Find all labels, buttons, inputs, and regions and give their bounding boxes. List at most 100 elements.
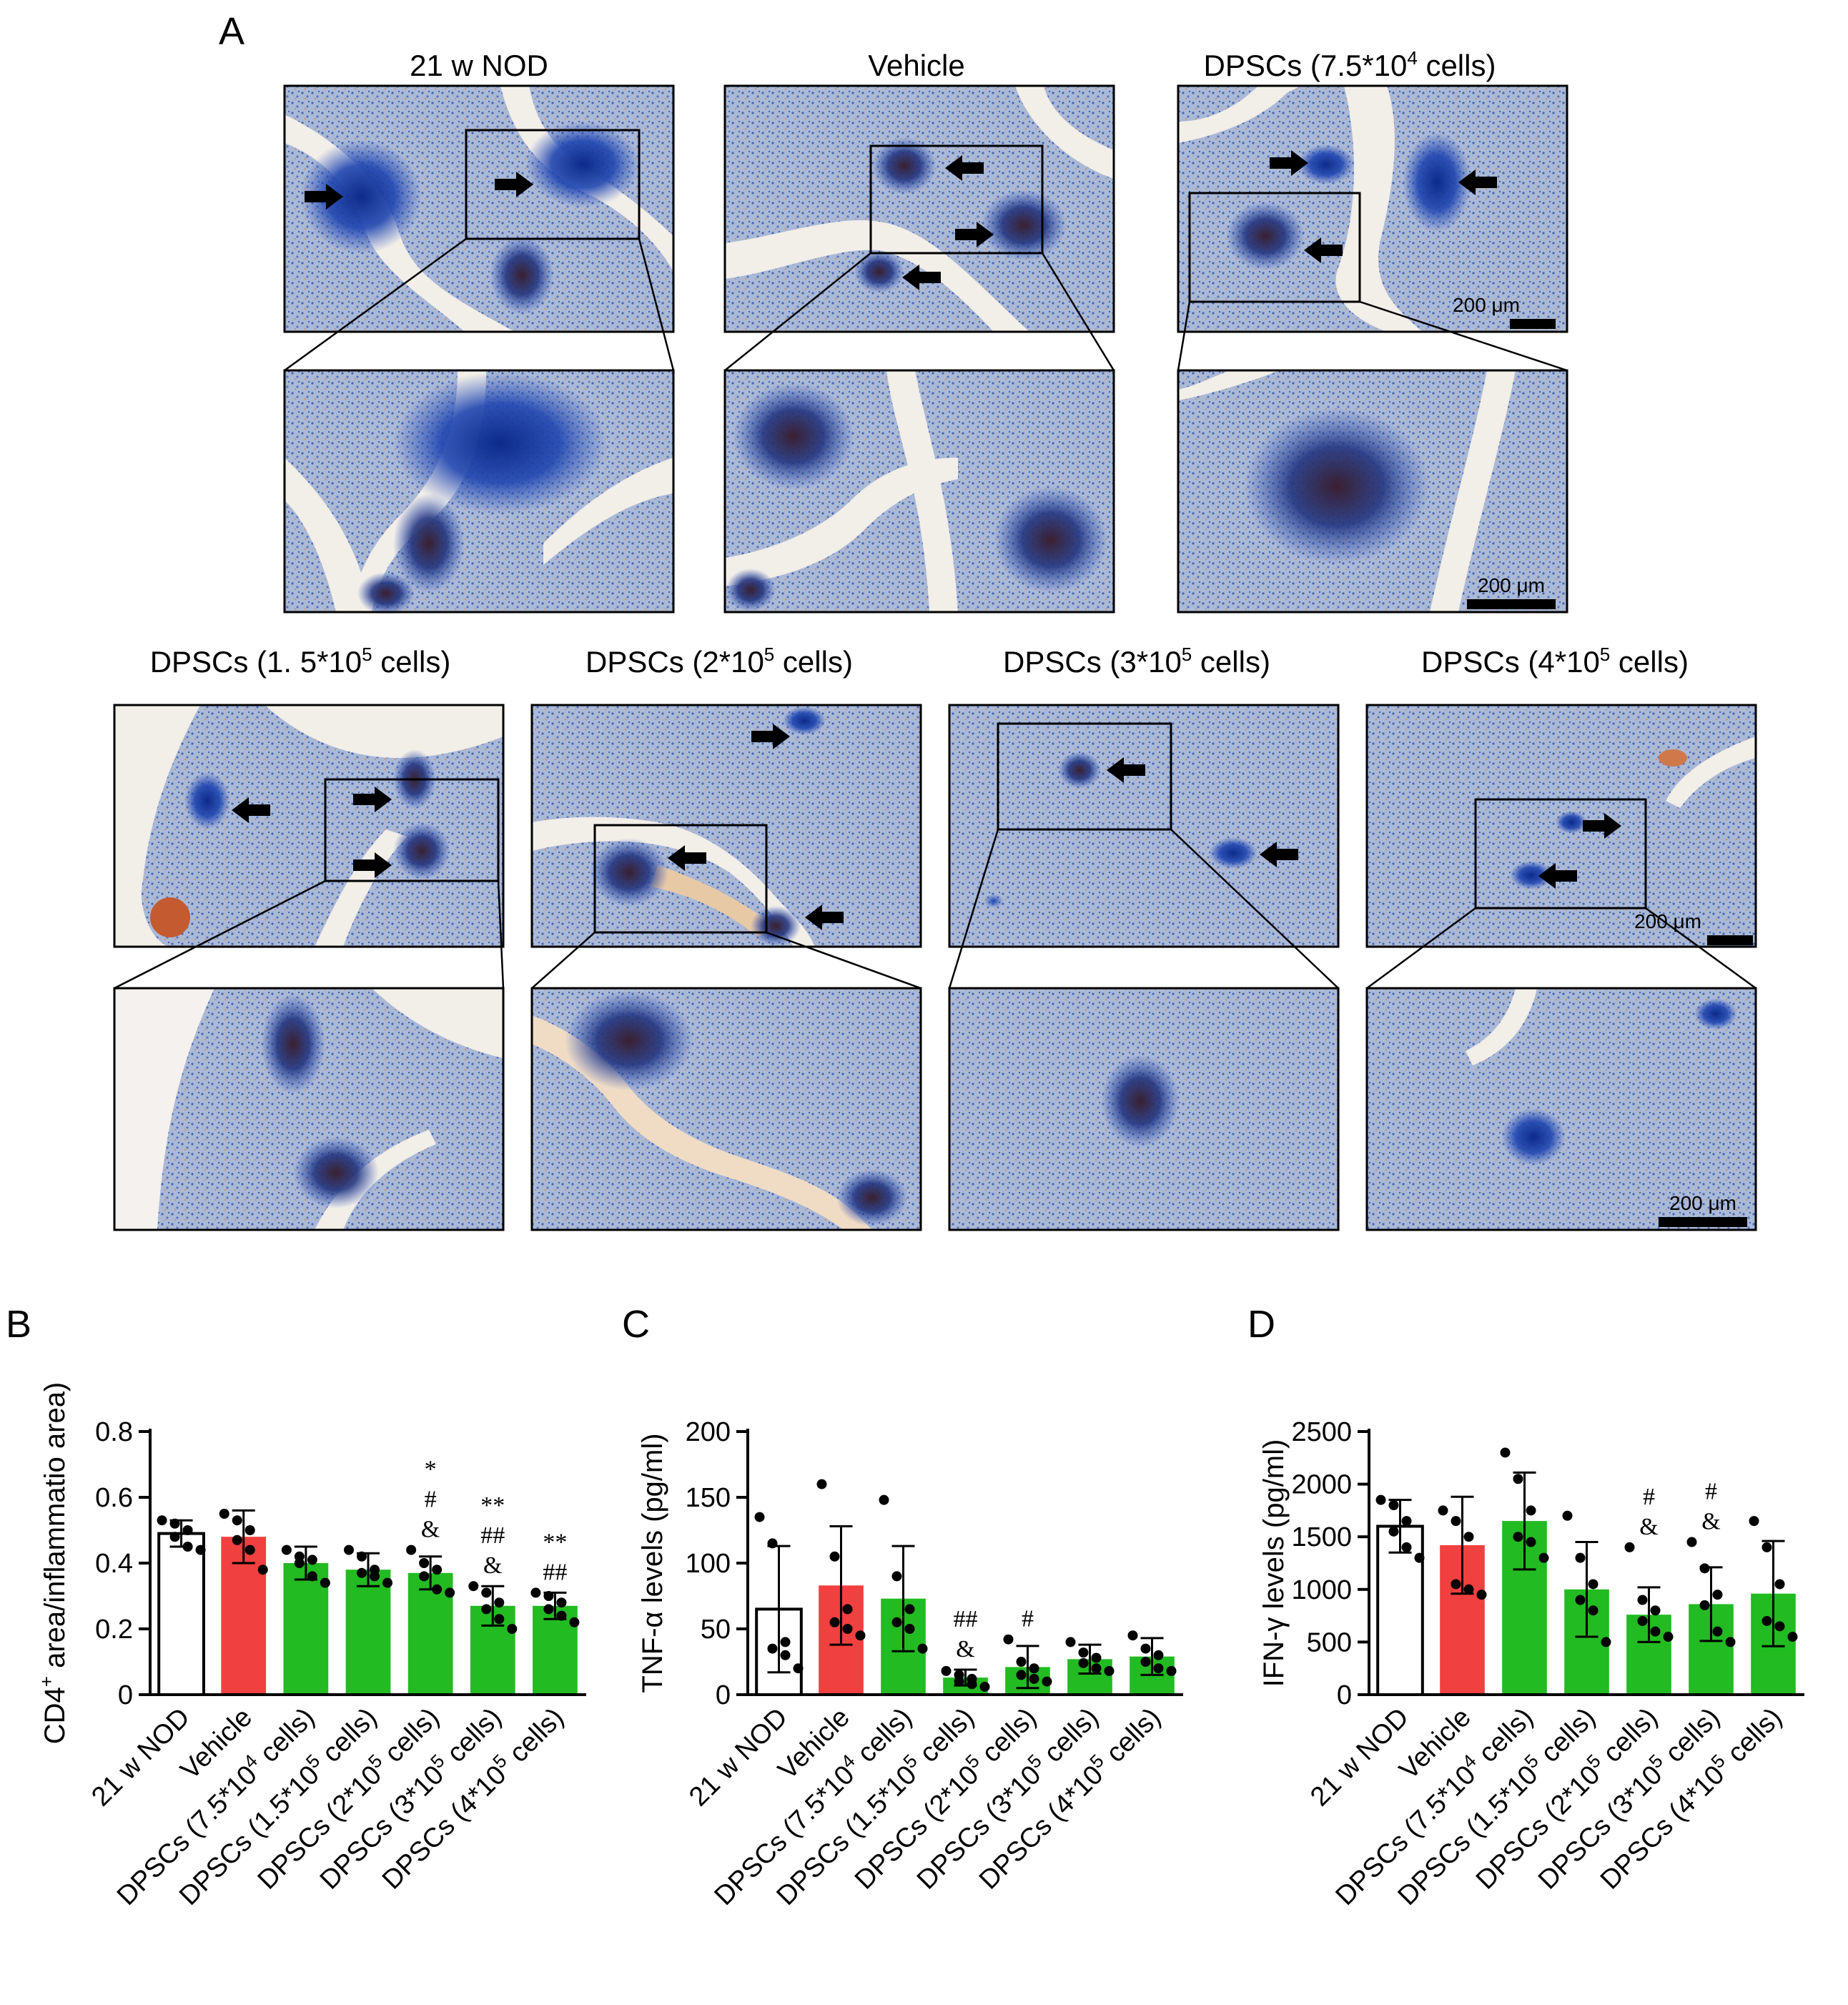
data-point [1526,1537,1536,1547]
data-point [1749,1516,1759,1527]
x-category-label: 21 w NOD [1305,1703,1415,1813]
data-point [1637,1595,1648,1605]
data-point [432,1584,443,1595]
significance-marker: & [956,1636,974,1662]
y-tick-label: 1500 [1291,1522,1352,1552]
micrograph-dpsc-7.5e4-overview: 200 μm [1177,84,1568,333]
y-tick-label: 0.6 [95,1483,133,1513]
micrograph-dpsc-1.5e5-overview [113,704,505,948]
panel-letter-c: C [622,1303,650,1346]
data-point [1042,1676,1052,1687]
y-tick-label: 150 [686,1483,731,1513]
data-point [244,1545,255,1555]
micrograph-title-4: DPSCs (1. 5*105 cells) [150,644,451,679]
data-point [169,1518,180,1529]
data-point [195,1545,206,1555]
data-point [307,1571,317,1582]
y-tick-label: 2000 [1291,1470,1352,1500]
data-point [816,1479,827,1489]
data-point [1401,1516,1412,1527]
data-point [842,1604,853,1615]
significance-marker: ## [543,1559,567,1585]
data-point [891,1571,902,1582]
y-tick-label: 0.8 [95,1417,133,1447]
data-point [1388,1526,1399,1537]
data-point [1401,1542,1412,1552]
significance-marker: & [1701,1509,1720,1535]
data-point [1003,1634,1014,1645]
micrograph-nod-zoom [283,369,675,615]
data-point [232,1515,242,1526]
data-point [1601,1637,1611,1647]
data-point [1761,1615,1772,1626]
data-point [1624,1542,1635,1552]
significance-marker: ## [480,1522,505,1549]
data-point [979,1681,990,1692]
significance-marker: # [1022,1606,1034,1632]
data-point [182,1525,193,1535]
y-tick-label: 50 [701,1615,731,1645]
micrograph-dpsc-3e5-zoom [948,987,1340,1231]
data-point [1153,1650,1164,1660]
data-point [494,1597,505,1608]
data-point [1774,1621,1785,1632]
data-point [1686,1537,1697,1547]
data-point [1104,1665,1115,1676]
micrograph-title-3: DPSCs (7.5*104 cells) [1204,47,1496,82]
y-axis-title: IFN-γ levels (pg/ml) [1258,1439,1290,1688]
micrograph-dpsc-2e5-zoom [530,987,922,1231]
x-category-label: 21 w NOD [683,1703,794,1813]
data-point [1500,1447,1511,1458]
bar [1376,1524,1424,1696]
data-point [1588,1579,1599,1590]
significance-marker: * [425,1457,437,1483]
panel-letter-d: D [1247,1303,1275,1346]
y-tick-label: 0 [1337,1680,1352,1710]
significance-marker: & [483,1552,502,1579]
data-point [1699,1600,1710,1610]
data-point [294,1558,305,1568]
y-tick-label: 0.4 [95,1549,133,1579]
data-point [904,1624,915,1634]
data-point [1438,1505,1448,1516]
data-point [556,1610,567,1621]
significance-marker: # [1705,1479,1717,1505]
micrograph-title-2: Vehicle [868,49,964,82]
data-point [1078,1647,1089,1658]
data-point [855,1630,866,1641]
data-point [244,1525,255,1535]
micrograph-title-6: DPSCs (3*105 cells) [1003,644,1270,679]
data-point [1513,1532,1523,1542]
significance-marker: ## [954,1606,978,1632]
panel-letter-b: B [6,1303,31,1346]
data-point [219,1509,229,1519]
micrograph-nod-overview [283,84,675,333]
data-point [1650,1626,1661,1637]
data-point [1712,1590,1723,1600]
significance-marker: # [425,1487,437,1513]
data-point [767,1643,778,1654]
chart-cd4-area: 0 0.2 0.4 0.6 0.8 CD4+ area/inflammatio area)… [36,1382,586,1911]
data-point [941,1665,952,1676]
data-point [169,1532,180,1542]
y-tick-label: 2500 [1291,1417,1352,1447]
data-point [1016,1670,1027,1680]
micrograph-vehicle-overview [723,84,1115,333]
data-point [1153,1663,1164,1674]
data-point [879,1494,889,1505]
data-point [1016,1657,1027,1667]
zoom-connector-lines [284,237,1568,372]
micrograph-dpsc-2e5-overview [530,704,922,948]
data-point [1029,1663,1039,1674]
micrograph-title-7: DPSCs (4*105 cells) [1421,644,1689,679]
data-point [1463,1584,1474,1595]
panel-letter-a: A [219,10,244,53]
micrograph-dpsc-4e5-zoom: 200 μm [1365,987,1757,1231]
data-point [344,1545,354,1555]
data-point [1663,1632,1674,1642]
significance-marker: # [1643,1484,1655,1510]
data-point [1140,1657,1151,1667]
data-point [1091,1652,1102,1663]
